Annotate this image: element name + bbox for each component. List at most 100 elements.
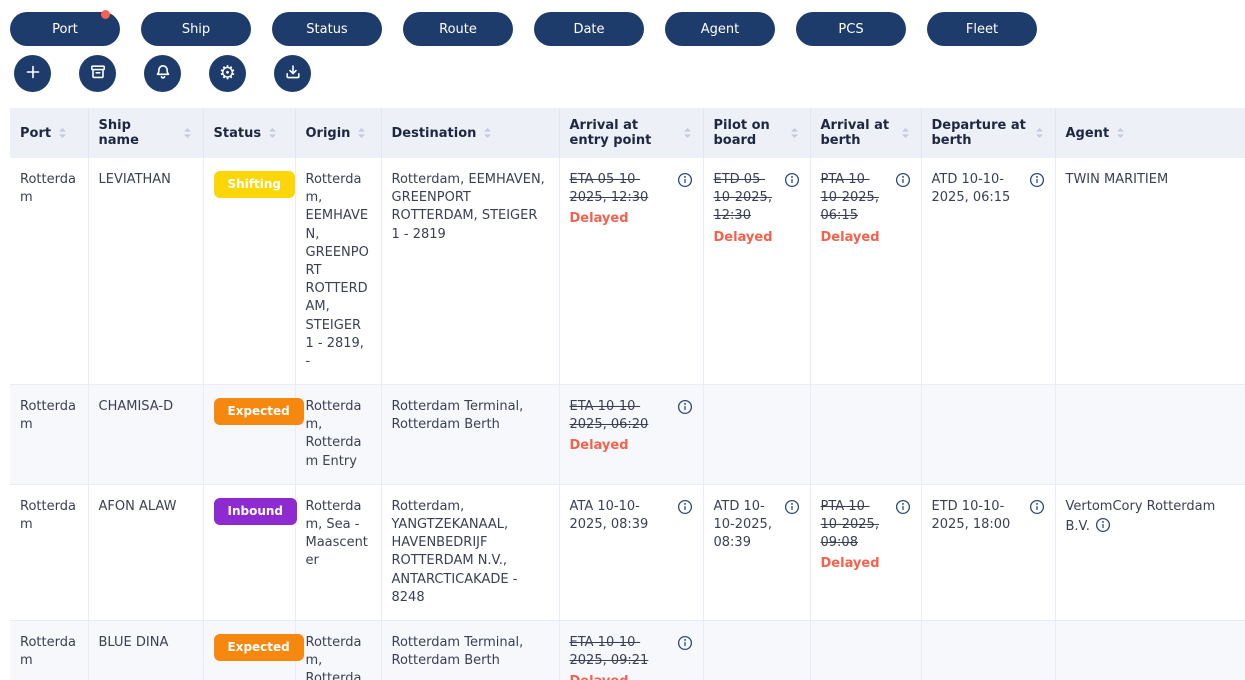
delayed-label: Delayed (820, 229, 880, 245)
status-badge: Shifting (213, 171, 296, 198)
info-icon[interactable] (677, 499, 693, 515)
info-icon[interactable] (895, 499, 911, 515)
table-row[interactable]: Rotterdam AFON ALAW Inbound Rotterdam, Sea … (10, 484, 1245, 621)
column-header-ship-name[interactable]: Ship name (88, 108, 204, 158)
port-cell: Rotterdam (20, 172, 76, 206)
filter-pill-label: Agent (700, 21, 740, 37)
info-icon[interactable] (1029, 172, 1045, 188)
column-header-agent[interactable]: Agent (1055, 108, 1245, 158)
info-icon[interactable] (677, 399, 693, 415)
column-header-departure-at-berth[interactable]: Departure at berth (921, 108, 1056, 158)
origin-cell: Rotterdam, Rotterdam Entry (305, 399, 362, 469)
filter-pill-label: PCS (838, 21, 864, 37)
action-bar: ⚙ (0, 46, 1245, 92)
port-cell: Rotterdam (20, 399, 76, 433)
table-row[interactable]: Rotterdam BLUE DINA Expected Rotterdam, Rot… (10, 620, 1245, 680)
agent-cell (1055, 384, 1245, 485)
agent-cell: VertomCory Rotterdam B.V. (1055, 484, 1245, 621)
column-header-port[interactable]: Port (10, 108, 89, 158)
column-header-label: Pilot on board (713, 118, 770, 148)
column-header-origin[interactable]: Origin (295, 108, 382, 158)
ship-name-cell: AFON ALAW (98, 498, 177, 514)
table-header-row: Port Ship name Status Origin Destination Arri… (10, 108, 1245, 158)
status-badge: Expected (213, 633, 304, 661)
plus-icon (24, 63, 42, 84)
filter-pill-agent[interactable]: Agent (665, 12, 775, 46)
info-icon[interactable] (677, 172, 693, 188)
archive-icon (89, 63, 107, 84)
origin-cell: Rotterdam, Sea - Maascenter (305, 498, 368, 569)
timestamp-text: ATD 10-10-2025, 08:39 (713, 498, 772, 551)
table-body: Rotterdam LEVIATHAN Shifting Rotterdam, EEM… (10, 158, 1245, 680)
timestamp-text: ETA 10-10-2025, 09:21 (569, 634, 649, 669)
arrival-berth-cell: PTA 10-10-2025, 06:15 Delayed (810, 158, 922, 386)
timestamp-text: ETA 10-10-2025, 06:20 (569, 399, 649, 433)
info-icon[interactable] (1095, 517, 1111, 533)
filter-pill-label: Status (306, 21, 348, 37)
departure-berth-cell (921, 620, 1056, 680)
pilot-on-board-cell (703, 384, 811, 485)
column-header-pilot-on-board[interactable]: Pilot on board (703, 108, 811, 158)
info-icon[interactable] (784, 499, 800, 515)
filter-pill-route[interactable]: Route (403, 12, 513, 46)
sort-icon (57, 126, 68, 140)
filter-pill-ship[interactable]: Ship (141, 12, 251, 46)
notifications-button[interactable] (144, 55, 181, 92)
gear-icon: ⚙ (218, 63, 237, 84)
column-header-label: Arrival at entry point (569, 118, 652, 148)
delayed-label: Delayed (569, 438, 629, 454)
column-header-arrival-at-berth[interactable]: Arrival at berth (810, 108, 922, 158)
pilot-on-board-cell: ATD 10-10-2025, 08:39 (703, 484, 811, 621)
arrival-entry-cell: ETA 10-10-2025, 06:20 Delayed (559, 384, 704, 485)
agent-cell: TWIN MARITIEM (1055, 158, 1245, 386)
port-cell: Rotterdam (20, 634, 76, 669)
table-row[interactable]: Rotterdam LEVIATHAN Shifting Rotterdam, EEM… (10, 158, 1245, 386)
agent-name: TWIN MARITIEM (1065, 172, 1169, 187)
filter-pill-pcs[interactable]: PCS (796, 12, 906, 46)
delayed-label: Delayed (570, 673, 693, 680)
delayed-label: Delayed (713, 229, 773, 245)
filter-pill-label: Date (573, 21, 605, 37)
destination-cell: Rotterdam Terminal, Rotterdam Berth (391, 399, 524, 433)
info-icon[interactable] (677, 635, 693, 651)
ship-name-cell: LEVIATHAN (98, 172, 171, 187)
column-header-status[interactable]: Status (203, 108, 296, 158)
destination-cell: Rotterdam, EEMHAVEN, GREENPORT ROTTERDAM… (391, 172, 545, 242)
sort-icon (482, 126, 493, 140)
agent-cell (1055, 620, 1245, 680)
destination-cell: Rotterdam, YANGTZEKANAAL, HAVENBEDRIJF R… (391, 498, 518, 605)
download-button[interactable] (274, 55, 311, 92)
departure-berth-cell: ATD 10-10-2025, 06:15 (921, 158, 1056, 386)
filter-pill-date[interactable]: Date (534, 12, 644, 46)
origin-cell: Rotterdam, Rotterdam Entry (305, 634, 362, 680)
info-icon[interactable] (895, 172, 911, 188)
column-header-label: Status (213, 125, 262, 141)
column-header-label: Arrival at berth (820, 118, 890, 148)
archive-button[interactable] (79, 55, 116, 92)
filter-pill-label: Route (439, 21, 477, 37)
column-header-destination[interactable]: Destination (381, 108, 560, 158)
table-row[interactable]: Rotterdam CHAMISA-D Expected Rotterdam, Rot… (10, 384, 1245, 485)
ship-name-cell: CHAMISA-D (98, 399, 174, 415)
destination-cell: Rotterdam Terminal, Rotterdam Berth (391, 634, 524, 669)
filter-pill-status[interactable]: Status (272, 12, 382, 46)
vessels-table: Port Ship name Status Origin Destination Arri… (10, 108, 1245, 680)
column-header-arrival-at-entry-point[interactable]: Arrival at entry point (559, 108, 704, 158)
filter-pill-label: Fleet (965, 21, 999, 37)
agent-name: VertomCory Rotterdam B.V. (1065, 498, 1216, 534)
ship-name-cell: BLUE DINA (98, 634, 169, 650)
add-button[interactable] (14, 55, 51, 92)
info-icon[interactable] (1029, 499, 1045, 515)
timestamp-text: ATD 10-10-2025, 06:15 (931, 172, 1011, 206)
info-icon[interactable] (784, 172, 800, 188)
delayed-label: Delayed (820, 556, 880, 572)
sort-icon (900, 126, 911, 140)
filter-pill-port[interactable]: Port (10, 10, 120, 46)
arrival-entry-cell: ATA 10-10-2025, 08:39 (559, 484, 704, 621)
timestamp-text: PTA 10-10-2025, 06:15 (820, 172, 879, 224)
settings-button[interactable]: ⚙ (209, 55, 246, 92)
timestamp-text: ETD 10-10-2025, 18:00 (931, 498, 1011, 532)
column-header-label: Port (20, 125, 52, 141)
sort-icon (682, 126, 693, 140)
filter-pill-fleet[interactable]: Fleet (927, 12, 1037, 46)
